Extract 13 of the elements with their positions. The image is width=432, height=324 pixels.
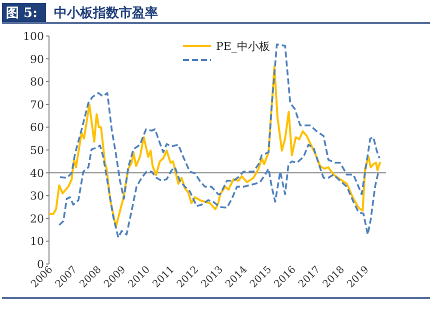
y-tick-label: 70 [30,98,44,112]
y-tick-label: 100 [23,30,44,43]
y-tick-label: 40 [30,166,44,180]
y-tick-label: 20 [30,212,44,226]
y-tick-label: 50 [30,144,44,157]
legend-label: PE_中小板 [216,40,270,53]
chart-subtitle: 中小板指数市盈率 [54,5,158,21]
chart-title: 图 5: [6,6,38,21]
y-tick-label: 80 [30,76,44,89]
y-tick-label: 10 [30,235,44,248]
y-tick-label: 30 [30,190,44,203]
y-tick-label: 60 [30,121,44,134]
y-tick-label: 90 [30,52,44,66]
